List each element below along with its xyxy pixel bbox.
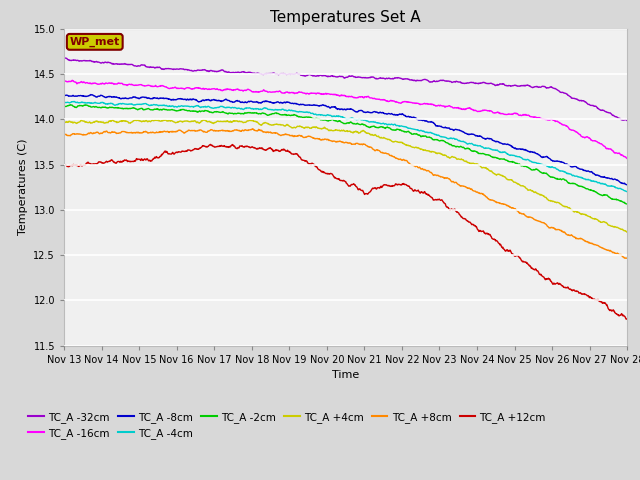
TC_A +4cm xyxy=(104,120,111,125)
TC_A -8cm xyxy=(60,92,68,98)
TC_A +8cm xyxy=(127,130,134,135)
TC_A +12cm xyxy=(300,157,307,163)
Legend: TC_A -32cm, TC_A -16cm, TC_A -8cm, TC_A -4cm, TC_A -2cm, TC_A +4cm, TC_A +8cm, T: TC_A -32cm, TC_A -16cm, TC_A -8cm, TC_A … xyxy=(24,408,550,443)
TC_A -4cm xyxy=(127,101,134,107)
Y-axis label: Temperatures (C): Temperatures (C) xyxy=(18,139,28,236)
TC_A +12cm xyxy=(623,316,630,322)
TC_A -8cm xyxy=(623,182,630,188)
TC_A -32cm xyxy=(104,59,112,65)
TC_A +12cm xyxy=(381,182,388,188)
TC_A +12cm xyxy=(60,161,68,167)
TC_A -8cm xyxy=(623,182,631,188)
TC_A +4cm xyxy=(623,229,631,235)
TC_A -32cm xyxy=(300,72,307,78)
TC_A -32cm xyxy=(381,76,388,82)
TC_A +8cm xyxy=(321,136,329,142)
TC_A -4cm xyxy=(623,189,631,194)
TC_A -4cm xyxy=(300,109,307,115)
TC_A +12cm xyxy=(207,142,214,147)
TC_A +4cm xyxy=(200,117,207,123)
TC_A -8cm xyxy=(87,92,95,97)
TC_A +4cm xyxy=(311,124,319,130)
TC_A +8cm xyxy=(311,136,319,142)
TC_A -2cm xyxy=(104,105,112,111)
TC_A -8cm xyxy=(127,95,134,101)
TC_A -2cm xyxy=(300,114,307,120)
X-axis label: Time: Time xyxy=(332,370,359,380)
TC_A -4cm xyxy=(104,101,112,107)
TC_A +8cm xyxy=(60,132,68,138)
TC_A +4cm xyxy=(127,120,134,126)
TC_A -16cm xyxy=(68,77,76,83)
TC_A -32cm xyxy=(311,73,319,79)
TC_A +8cm xyxy=(104,130,111,135)
TC_A -16cm xyxy=(104,81,112,86)
TC_A -32cm xyxy=(60,56,68,61)
TC_A +8cm xyxy=(381,150,388,156)
Line: TC_A -32cm: TC_A -32cm xyxy=(64,58,627,120)
TC_A -2cm xyxy=(127,106,134,111)
TC_A -2cm xyxy=(381,125,388,131)
TC_A +8cm xyxy=(300,134,307,140)
TC_A +12cm xyxy=(127,159,134,165)
Line: TC_A -8cm: TC_A -8cm xyxy=(64,95,627,185)
TC_A -4cm xyxy=(60,100,68,106)
TC_A -4cm xyxy=(623,189,630,194)
TC_A -16cm xyxy=(300,90,307,96)
TC_A -2cm xyxy=(311,116,319,122)
TC_A -16cm xyxy=(311,90,319,96)
TC_A -8cm xyxy=(321,103,329,108)
TC_A -32cm xyxy=(61,55,68,61)
TC_A -32cm xyxy=(321,73,329,79)
Text: WP_met: WP_met xyxy=(70,37,120,47)
TC_A -2cm xyxy=(321,117,329,122)
TC_A -4cm xyxy=(381,121,388,127)
Line: TC_A +12cm: TC_A +12cm xyxy=(64,144,627,319)
Title: Temperatures Set A: Temperatures Set A xyxy=(270,10,421,25)
TC_A +8cm xyxy=(249,126,257,132)
TC_A -2cm xyxy=(67,102,74,108)
TC_A -8cm xyxy=(300,102,307,108)
Line: TC_A -4cm: TC_A -4cm xyxy=(64,101,627,192)
TC_A -16cm xyxy=(321,91,329,96)
TC_A -16cm xyxy=(60,79,68,84)
TC_A -8cm xyxy=(311,102,319,108)
Line: TC_A -16cm: TC_A -16cm xyxy=(64,80,627,158)
Line: TC_A +4cm: TC_A +4cm xyxy=(64,120,627,232)
TC_A -2cm xyxy=(60,103,68,109)
TC_A +4cm xyxy=(381,135,388,141)
TC_A +12cm xyxy=(623,316,631,322)
TC_A +4cm xyxy=(60,119,68,125)
TC_A -32cm xyxy=(127,61,134,67)
TC_A +12cm xyxy=(104,159,111,165)
TC_A -4cm xyxy=(311,111,319,117)
TC_A -16cm xyxy=(127,82,134,87)
Line: TC_A +8cm: TC_A +8cm xyxy=(64,129,627,258)
TC_A +8cm xyxy=(623,255,630,261)
TC_A +12cm xyxy=(311,163,319,169)
TC_A +4cm xyxy=(300,125,307,131)
TC_A +8cm xyxy=(623,255,631,261)
TC_A -8cm xyxy=(381,111,388,117)
TC_A -32cm xyxy=(623,118,631,123)
TC_A -2cm xyxy=(623,201,631,207)
TC_A -16cm xyxy=(381,97,388,103)
TC_A -4cm xyxy=(70,98,78,104)
TC_A +12cm xyxy=(321,170,329,176)
TC_A -16cm xyxy=(623,156,631,161)
Line: TC_A -2cm: TC_A -2cm xyxy=(64,105,627,204)
TC_A -4cm xyxy=(321,112,329,118)
TC_A -8cm xyxy=(104,94,112,99)
TC_A +4cm xyxy=(321,125,329,131)
